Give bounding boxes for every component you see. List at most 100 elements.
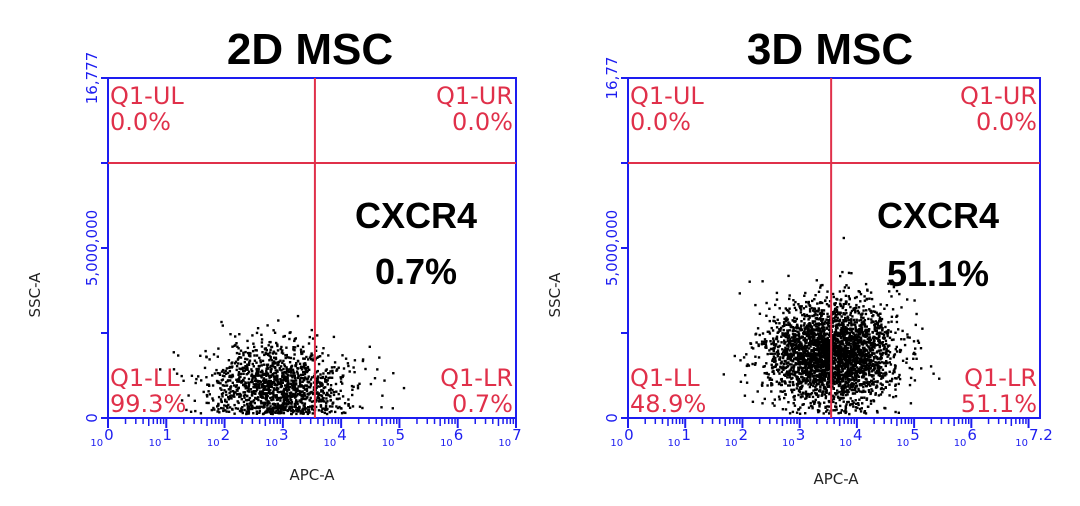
scatter-point [840, 380, 844, 383]
scatter-point [331, 402, 334, 405]
scatter-point [823, 361, 827, 364]
scatter-point [797, 337, 800, 340]
scatter-point [845, 284, 848, 287]
scatter-point [823, 368, 826, 372]
scatter-point [793, 373, 796, 376]
scatter-point [859, 300, 862, 303]
scatter-point [784, 353, 787, 356]
scatter-point [816, 362, 820, 365]
scatter-point [865, 359, 868, 362]
scatter-point [293, 339, 296, 343]
scatter-point [894, 388, 897, 391]
scatter-point [300, 385, 303, 388]
scatter-point [235, 378, 238, 381]
scatter-point [811, 395, 815, 399]
scatter-point [229, 387, 232, 390]
scatter-point [342, 411, 345, 414]
scatter-point [836, 357, 840, 360]
scatter-point [780, 341, 783, 344]
scatter-point [890, 320, 893, 323]
scatter-point [302, 350, 305, 353]
scatter-point [277, 319, 280, 322]
scatter-point [818, 402, 822, 405]
scatter-point [245, 368, 248, 371]
scatter-point [308, 356, 312, 359]
scatter-point [373, 377, 377, 380]
scatter-point [874, 371, 877, 374]
scatter-point [834, 372, 837, 375]
scatter-point [824, 299, 827, 303]
scatter-point [809, 342, 812, 345]
scatter-point [891, 308, 895, 311]
x-tick-label: 105 [382, 426, 405, 449]
scatter-point [865, 344, 869, 347]
scatter-point [778, 372, 781, 375]
scatter-point [849, 367, 853, 371]
scatter-point [871, 349, 875, 352]
scatter-point [246, 339, 249, 343]
scatter-point [804, 361, 808, 365]
scatter-point [819, 311, 822, 315]
scatter-point [860, 338, 863, 341]
scatter-point [782, 368, 785, 371]
x-tick-label: 106 [954, 426, 977, 449]
scatter-point [801, 372, 804, 375]
scatter-point [901, 359, 905, 362]
scatter-point [810, 365, 813, 369]
scatter-point [824, 359, 827, 362]
scatter-point [857, 379, 861, 382]
scatter-point [760, 340, 764, 343]
scatter-point [269, 355, 272, 359]
scatter-point [869, 348, 872, 351]
scatter-point [863, 372, 867, 376]
scatter-point [869, 359, 873, 362]
scatter-point [271, 396, 274, 399]
scatter-point [895, 289, 899, 293]
scatter-point [833, 376, 836, 379]
scatter-point [238, 395, 241, 399]
scatter-point [847, 378, 850, 381]
scatter-point [834, 368, 837, 371]
scatter-point [336, 406, 340, 410]
scatter-point [286, 397, 289, 400]
scatter-point [303, 372, 307, 376]
scatter-point [854, 352, 858, 355]
scatter-point [872, 305, 875, 308]
scatter-point [867, 383, 871, 386]
scatter-point [906, 336, 909, 339]
scatter-point [850, 350, 853, 353]
scatter-point [853, 338, 857, 341]
scatter-point [254, 390, 258, 393]
scatter-point [326, 400, 329, 403]
scatter-point [288, 385, 292, 389]
scatter-point [826, 346, 829, 349]
scatter-point [817, 401, 820, 404]
scatter-point [243, 376, 246, 380]
scatter-point [229, 379, 232, 382]
scatter-point [865, 381, 869, 385]
scatter-point [789, 369, 792, 372]
scatter-point [328, 411, 331, 414]
scatter-point [868, 333, 871, 336]
scatter-point [857, 352, 861, 355]
scatter-point [286, 373, 289, 376]
scatter-point [876, 357, 879, 361]
scatter-point [194, 381, 197, 385]
scatter-point [276, 408, 279, 411]
scatter-point [867, 330, 870, 333]
scatter-point [786, 330, 789, 333]
scatter-point [811, 407, 814, 410]
scatter-point [745, 364, 749, 368]
scatter-point [834, 343, 837, 346]
scatter-point [845, 312, 848, 315]
scatter-point [205, 393, 209, 397]
scatter-point [235, 384, 238, 387]
scatter-point [288, 361, 292, 364]
scatter-point [846, 372, 849, 375]
scatter-point [814, 347, 817, 351]
scatter-point [852, 341, 855, 344]
scatter-point [272, 360, 276, 363]
scatter-point [884, 352, 888, 356]
scatter-point [808, 337, 811, 340]
scatter-point [867, 317, 870, 321]
